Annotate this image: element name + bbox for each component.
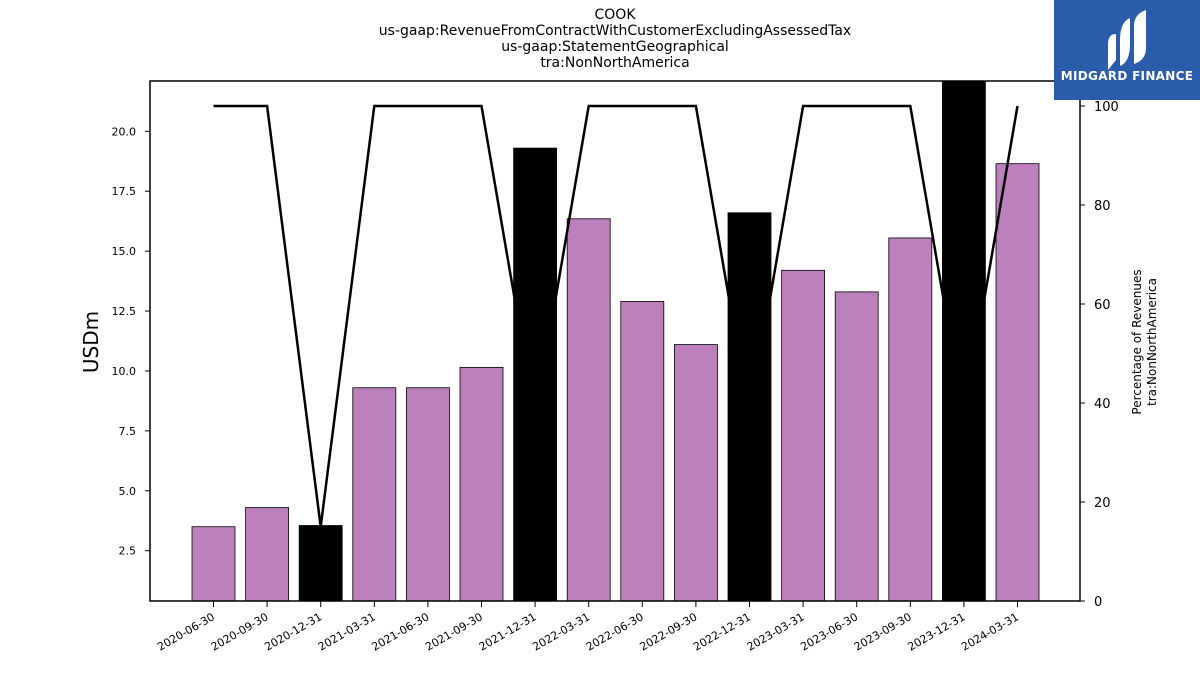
y-tick-label: 5.0 xyxy=(119,485,137,498)
y-tick-label: 17.5 xyxy=(112,185,137,198)
y2-tick-label: 20 xyxy=(1094,496,1111,511)
x-tick-label: 2024-03-31 xyxy=(959,610,1021,653)
y2-axis-label: tra:NonNorthAmerica xyxy=(1145,278,1159,406)
x-tick-label: 2022-12-31 xyxy=(691,610,753,653)
bar-series xyxy=(191,80,1040,602)
y2-tick-label: 60 xyxy=(1094,298,1111,313)
x-tick-label: 2022-09-30 xyxy=(638,610,700,653)
bar-2020-12-31 xyxy=(298,525,343,602)
y-tick-label: 20.0 xyxy=(112,125,137,138)
logo-mark-icon xyxy=(1108,10,1146,70)
bar-2021-06-30 xyxy=(405,387,450,602)
bar-2022-06-30 xyxy=(620,301,665,602)
bar-2020-09-30 xyxy=(245,507,290,602)
title-line-statement: us-gaap:StatementGeographical xyxy=(501,39,729,55)
x-tick-label: 2020-06-30 xyxy=(155,610,217,653)
y-axis-label: USDm xyxy=(79,311,103,373)
bar-2020-06-30 xyxy=(191,526,236,602)
bar-2023-06-30 xyxy=(834,291,879,602)
bar-2022-09-30 xyxy=(674,344,718,602)
y2-axis-label: Percentage of Revenues xyxy=(1130,269,1144,414)
y2-tick-label: 0 xyxy=(1094,595,1102,610)
percentage-line-series xyxy=(213,104,1019,527)
x-tick-label: 2021-06-30 xyxy=(370,610,432,653)
x-tick-label: 2023-09-30 xyxy=(852,610,914,653)
y-tick-label: 15.0 xyxy=(112,245,137,258)
x-tick-label: 2023-03-31 xyxy=(745,610,807,653)
y2-tick-label: 40 xyxy=(1094,397,1111,412)
bar-2024-03-31 xyxy=(995,163,1040,602)
percentage-line xyxy=(213,104,1019,527)
midgard-finance-logo: MIDGARD FINANCE xyxy=(1054,0,1200,100)
x-tick-label: 2022-03-31 xyxy=(530,610,592,653)
x-tick-label: 2021-09-30 xyxy=(423,610,485,653)
bar-2021-09-30 xyxy=(459,366,504,602)
y-tick-label: 2.5 xyxy=(119,545,137,558)
x-tick-label: 2020-12-31 xyxy=(262,610,324,653)
y-tick-label: 7.5 xyxy=(119,425,137,438)
y2-tick-label: 100 xyxy=(1094,100,1119,115)
x-tick-label: 2020-09-30 xyxy=(209,610,271,653)
title-line-concept: us-gaap:RevenueFromContractWithCustomerE… xyxy=(378,23,852,39)
x-tick-label: 2023-06-30 xyxy=(798,610,860,653)
bar-2021-12-31 xyxy=(513,147,557,602)
x-tick-label: 2021-03-31 xyxy=(316,610,378,653)
y-tick-label: 10.0 xyxy=(112,365,137,378)
title-line-ticker: COOK xyxy=(594,7,636,23)
logo-text: MIDGARD FINANCE xyxy=(1060,69,1194,83)
plot-frame xyxy=(149,80,1081,602)
bar-2023-09-30 xyxy=(888,237,933,602)
y-tick-label: 12.5 xyxy=(112,305,137,318)
bar-2021-03-31 xyxy=(352,387,397,602)
x-tick-label: 2022-06-30 xyxy=(584,610,646,653)
x-tick-label: 2023-12-31 xyxy=(906,610,968,653)
bar-2023-12-31 xyxy=(942,80,986,602)
title-line-member: tra:NonNorthAmerica xyxy=(540,55,690,71)
bar-2022-12-31 xyxy=(727,212,772,602)
bar-2022-03-31 xyxy=(566,218,611,602)
x-tick-label: 2021-12-31 xyxy=(477,610,539,653)
bar-2023-03-31 xyxy=(781,269,825,602)
y2-tick-label: 80 xyxy=(1094,199,1111,214)
